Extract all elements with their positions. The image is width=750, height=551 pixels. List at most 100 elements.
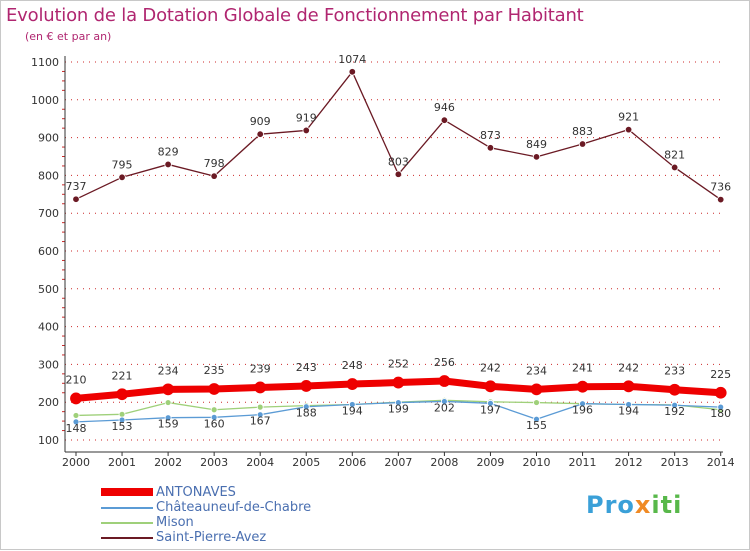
- data-label-antonaves: 225: [710, 368, 731, 381]
- data-point-chateauneuf: [440, 398, 448, 405]
- data-label-antonaves: 210: [66, 373, 87, 386]
- y-tick-label: 600: [38, 245, 59, 258]
- legend-label-mison: Mison: [156, 515, 194, 530]
- y-tick-label: 700: [38, 207, 59, 220]
- chart-title: Evolution de la Dotation Globale de Fonc…: [6, 5, 584, 26]
- data-point-saint_pierre: [118, 173, 126, 181]
- data-label-antonaves: 235: [204, 364, 225, 377]
- data-label-antonaves: 252: [388, 358, 409, 371]
- data-label-chateauneuf: 192: [664, 405, 685, 418]
- data-label-antonaves: 221: [112, 369, 133, 382]
- data-point-mison: [164, 399, 172, 406]
- y-tick-label: 1000: [31, 94, 59, 107]
- data-label-antonaves: 243: [296, 361, 317, 374]
- data-label-chateauneuf: 148: [66, 422, 87, 435]
- legend-swatch-mison: [101, 522, 153, 524]
- data-point-antonaves: [668, 383, 681, 396]
- data-point-chateauneuf: [210, 413, 218, 421]
- data-point-mison: [533, 399, 540, 406]
- data-label-saint_pierre: 1074: [338, 53, 366, 66]
- legend-swatch-saint-pierre: [101, 537, 153, 539]
- data-label-antonaves: 256: [434, 356, 455, 369]
- data-point-antonaves: [392, 376, 405, 389]
- data-label-saint_pierre: 737: [66, 180, 87, 193]
- data-label-chateauneuf: 167: [250, 415, 271, 428]
- x-tick-label: 2007: [384, 456, 412, 469]
- data-label-chateauneuf: 155: [526, 419, 547, 432]
- data-point-saint_pierre: [717, 195, 725, 204]
- data-point-antonaves: [576, 380, 589, 393]
- data-label-saint_pierre: 919: [296, 111, 317, 124]
- x-tick-label: 2008: [430, 456, 458, 469]
- data-point-chateauneuf: [579, 400, 586, 408]
- data-label-saint_pierre: 795: [112, 158, 133, 171]
- data-label-antonaves: 233: [664, 365, 685, 378]
- y-tick-label: 100: [38, 434, 59, 447]
- logo-part-1: Pro: [586, 491, 635, 519]
- data-point-chateauneuf: [717, 403, 725, 411]
- legend-label-antonaves: ANTONAVES: [156, 485, 236, 500]
- data-point-mison: [210, 406, 218, 414]
- data-point-antonaves: [484, 380, 497, 393]
- x-tick-label: 2003: [200, 456, 228, 469]
- x-tick-label: 2013: [661, 456, 689, 469]
- data-label-saint_pierre: 909: [250, 115, 271, 128]
- data-point-mison: [72, 412, 80, 419]
- data-point-chateauneuf: [256, 411, 264, 419]
- legend-swatch-antonaves: [101, 488, 153, 496]
- data-point-saint_pierre: [348, 68, 356, 76]
- x-tick-label: 2012: [615, 456, 643, 469]
- data-label-chateauneuf: 202: [434, 401, 455, 414]
- logo-part-3: iti: [651, 491, 683, 519]
- data-label-antonaves: 234: [526, 364, 547, 377]
- data-label-chateauneuf: 188: [296, 407, 317, 420]
- data-point-antonaves: [714, 386, 727, 399]
- data-label-antonaves: 239: [250, 362, 271, 375]
- data-point-saint_pierre: [532, 153, 541, 161]
- data-label-chateauneuf: 180: [710, 407, 731, 420]
- data-point-chateauneuf: [394, 399, 402, 406]
- data-point-chateauneuf: [302, 403, 310, 411]
- x-tick-label: 2002: [154, 456, 182, 469]
- data-label-antonaves: 241: [572, 362, 593, 375]
- x-tick-label: 2014: [707, 456, 735, 469]
- data-label-chateauneuf: 196: [572, 404, 593, 417]
- data-label-antonaves: 234: [158, 364, 179, 377]
- data-point-antonaves: [346, 378, 359, 390]
- data-point-saint_pierre: [670, 163, 679, 172]
- y-tick-label: 400: [38, 321, 59, 334]
- data-label-saint_pierre: 849: [526, 138, 547, 151]
- y-tick-label: 800: [38, 169, 59, 182]
- x-tick-label: 2001: [108, 456, 136, 469]
- x-tick-label: 2004: [246, 456, 274, 469]
- data-label-antonaves: 248: [342, 359, 363, 372]
- proxiti-logo: Proxiti: [586, 491, 682, 519]
- data-point-antonaves: [300, 380, 313, 392]
- x-tick-label: 2000: [62, 456, 90, 469]
- data-point-chateauneuf: [487, 399, 494, 407]
- data-point-saint_pierre: [486, 144, 495, 152]
- data-point-saint_pierre: [302, 126, 310, 135]
- x-tick-label: 2005: [292, 456, 320, 469]
- data-label-saint_pierre: 829: [158, 145, 179, 158]
- data-label-chateauneuf: 160: [204, 417, 225, 430]
- data-label-saint_pierre: 883: [572, 125, 593, 138]
- y-tick-label: 900: [38, 132, 59, 145]
- data-point-saint_pierre: [624, 125, 633, 134]
- data-point-chateauneuf: [164, 414, 172, 422]
- data-label-chateauneuf: 194: [618, 404, 639, 417]
- data-label-chateauneuf: 159: [158, 418, 179, 431]
- x-tick-label: 2011: [569, 456, 597, 469]
- data-point-antonaves: [622, 380, 635, 393]
- y-tick-label: 200: [38, 396, 59, 409]
- data-label-chateauneuf: 199: [388, 403, 409, 416]
- x-tick-label: 2010: [523, 456, 551, 469]
- data-label-chateauneuf: 197: [480, 403, 501, 416]
- data-point-antonaves: [254, 381, 267, 394]
- data-label-saint_pierre: 921: [618, 111, 639, 124]
- logo-part-2: x: [634, 491, 652, 519]
- y-tick-label: 500: [38, 283, 59, 296]
- data-point-antonaves: [162, 383, 175, 396]
- y-tick-label: 1100: [31, 56, 59, 69]
- data-label-saint_pierre: 821: [664, 148, 685, 161]
